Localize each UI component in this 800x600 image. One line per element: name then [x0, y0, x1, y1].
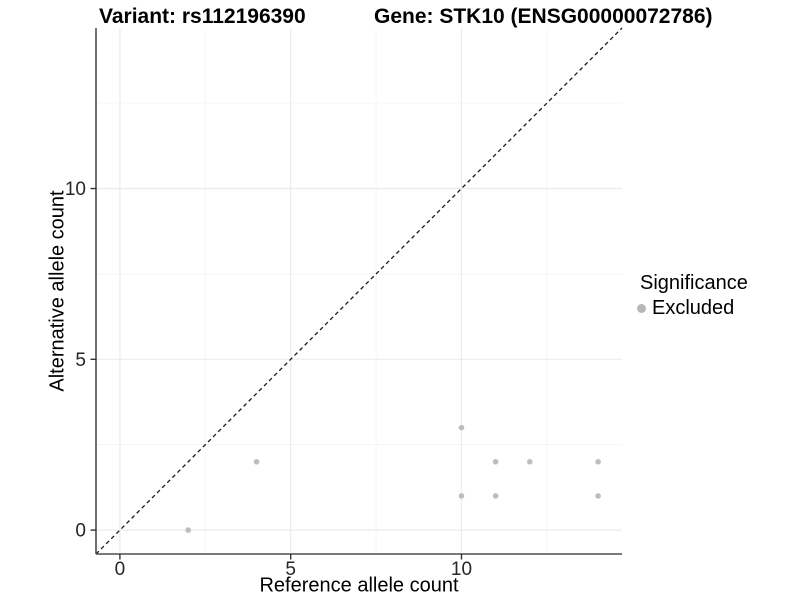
data-point — [458, 424, 465, 431]
legend: Significance Excluded — [637, 272, 748, 320]
legend-title: Significance — [640, 272, 748, 294]
data-point — [492, 493, 499, 499]
y-axis-title: Alternative allele count — [46, 190, 69, 392]
plot-title-gene: Gene: STK10 (ENSG00000072786) — [374, 5, 713, 28]
data-point — [595, 458, 601, 465]
data-point — [185, 527, 192, 533]
x-axis-title: Reference allele count — [259, 574, 459, 597]
legend-point-icon — [637, 304, 646, 313]
data-point — [595, 493, 601, 499]
x-tick-label: 0 — [115, 559, 126, 580]
y-tick-label: 0 — [75, 521, 86, 542]
legend-item-excluded: Excluded — [637, 297, 748, 320]
data-point — [492, 458, 499, 465]
legend-item-label: Excluded — [652, 297, 735, 319]
x-tick-label: 10 — [451, 559, 472, 580]
identity-dashed-line — [95, 27, 623, 555]
data-point — [458, 493, 465, 499]
y-tick-label: 5 — [75, 350, 86, 371]
data-point — [253, 458, 260, 465]
y-tick-label: 10 — [65, 179, 86, 200]
x-tick-label: 5 — [285, 559, 296, 580]
data-point — [526, 458, 533, 465]
plot-title-variant: Variant: rs112196390 — [99, 5, 306, 28]
plot-title: Variant: rs112196390 Gene: STK10 (ENSG00… — [0, 5, 800, 31]
